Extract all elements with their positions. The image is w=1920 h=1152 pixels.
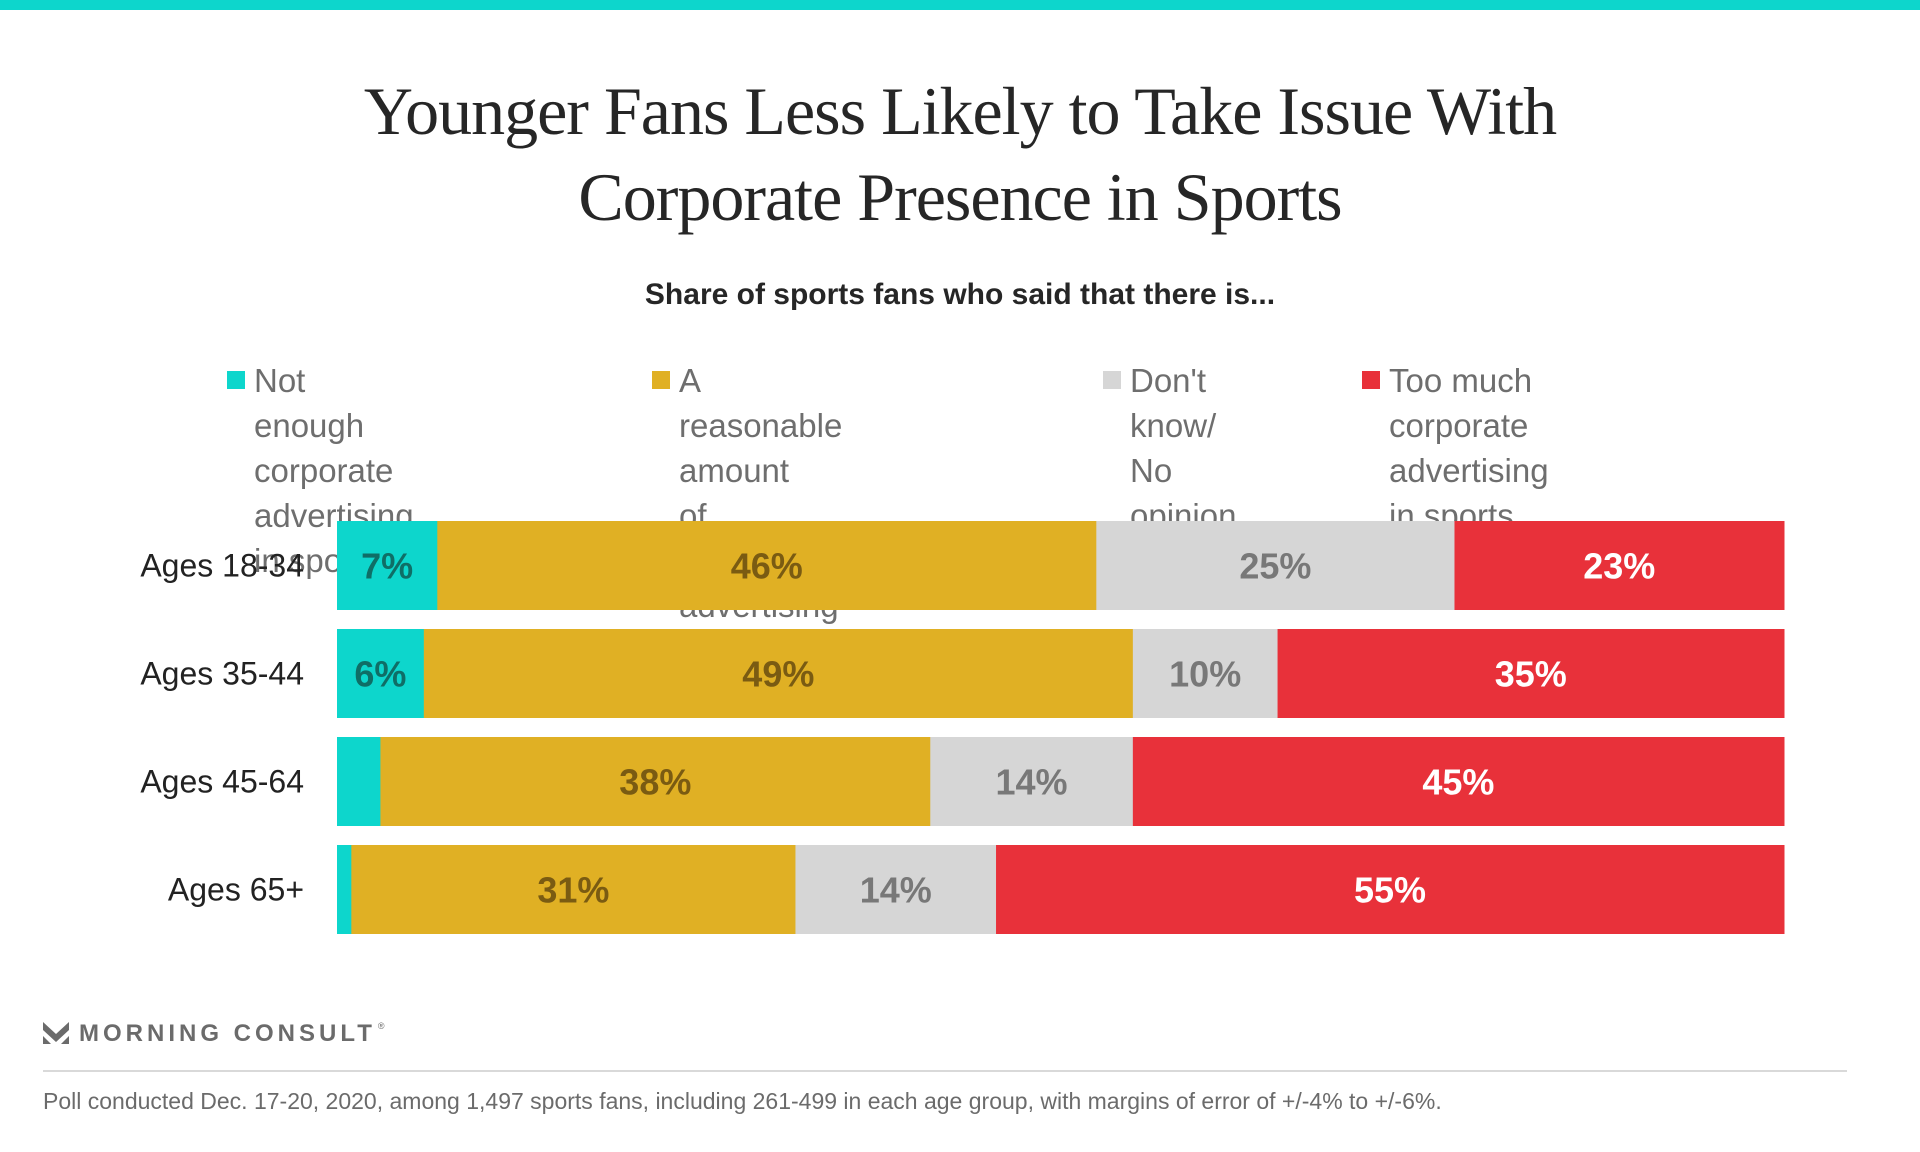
bar-row-ages-35-44: Ages 35-44 6% 49% 10% 35% [140, 629, 1785, 718]
category-label: Ages 65+ [168, 872, 304, 908]
data-label: 35% [1495, 654, 1567, 695]
data-label: 7% [361, 546, 413, 587]
category-label: Ages 45-64 [140, 764, 304, 800]
data-label: 38% [619, 762, 691, 803]
bar-segment-don-t-know-no-opinion [930, 737, 1134, 826]
registered-mark: ® [377, 1021, 385, 1031]
bar-segment-a-reasonable-amount-of-c [351, 845, 796, 934]
bar-row-ages-45-64: Ages 45-64 38% 14% 45% [140, 737, 1785, 826]
bar-row-ages-65: Ages 65+ 31% 14% 55% [168, 845, 1785, 934]
bar-row-ages-18-34: Ages 18-34 7% 46% 25% 23% [140, 521, 1785, 610]
bar-segment-a-reasonable-amount-of-c [380, 737, 931, 826]
data-label: 10% [1169, 654, 1241, 695]
bar-segment-too-much-corporate-adver [1132, 737, 1785, 826]
top-accent-bar [0, 0, 1920, 10]
bar-segment-too-much-corporate-adver [996, 845, 1785, 934]
footer-divider [43, 1070, 1847, 1072]
chart-subtitle: Share of sports fans who said that there… [644, 278, 1276, 311]
bar-segment-not-enough-corporate-adv [337, 845, 352, 934]
bar-segment-not-enough-corporate-adv [337, 629, 425, 718]
data-label: 14% [996, 762, 1068, 803]
legend-swatch-icon [227, 371, 245, 389]
legend-swatch-icon [1103, 371, 1121, 389]
chart-title: Younger Fans Less Likely to Take Issue W… [0, 68, 1920, 240]
data-label: 31% [537, 870, 609, 911]
chart-title-line-1: Younger Fans Less Likely to Take Issue W… [363, 73, 1557, 149]
bar-segment-too-much-corporate-adver [1277, 629, 1785, 718]
data-label: 25% [1239, 546, 1311, 587]
morning-consult-logo-icon [43, 1022, 69, 1044]
data-label: 46% [731, 546, 803, 587]
legend-swatch-icon [652, 371, 670, 389]
logo-wordmark: MORNING CONSULT [79, 1020, 376, 1047]
category-label: Ages 18-34 [140, 548, 304, 584]
data-label: 6% [354, 654, 406, 695]
bar-segment-not-enough-corporate-adv [337, 737, 381, 826]
legend-swatch-icon [1362, 371, 1380, 389]
chart-title-line-2: Corporate Presence in Sports [578, 159, 1342, 235]
bar-segment-don-t-know-no-opinion [1096, 521, 1455, 610]
bar-segment-don-t-know-no-opinion [795, 845, 997, 934]
bar-segment-don-t-know-no-opinion [1132, 629, 1279, 718]
category-label: Ages 35-44 [140, 656, 304, 692]
data-label: 55% [1354, 870, 1426, 911]
data-label: 49% [742, 654, 814, 695]
data-label: 45% [1422, 762, 1494, 803]
bar-segment-too-much-corporate-adver [1454, 521, 1785, 610]
data-label: 23% [1583, 546, 1655, 587]
data-label: 14% [860, 870, 932, 911]
bar-segment-a-reasonable-amount-of-c [423, 629, 1134, 718]
morning-consult-logo: MORNING CONSULT ® [43, 1020, 385, 1047]
bar-segment-a-reasonable-amount-of-c [437, 521, 1097, 610]
bar-segment-not-enough-corporate-adv [337, 521, 438, 610]
stacked-bar-chart: Ages 18-34 7% 46% 25% 23% Ages 35-44 6% 49% 10% 3… [140, 521, 1785, 934]
footnote: Poll conducted Dec. 17-20, 2020, among 1… [43, 1088, 1442, 1114]
